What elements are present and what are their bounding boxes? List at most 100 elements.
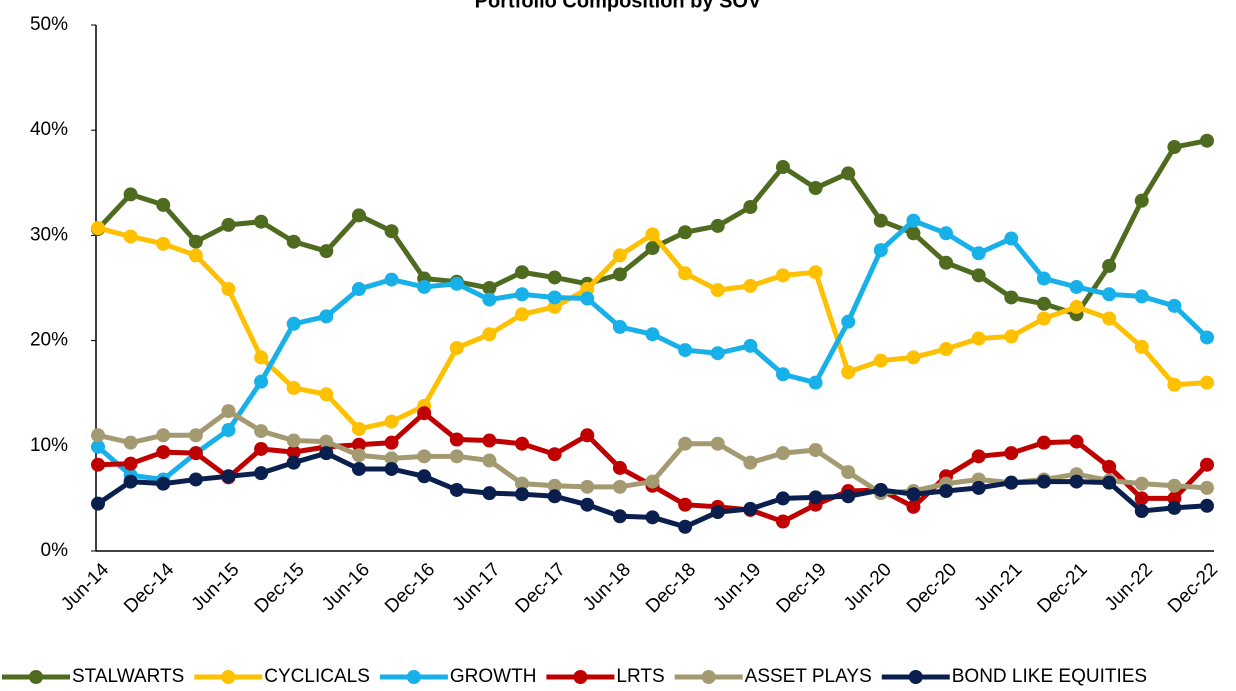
data-point [1036, 435, 1051, 450]
data-point [841, 166, 856, 181]
data-point [286, 455, 301, 470]
data-point [580, 291, 595, 306]
data-point [221, 217, 236, 232]
data-point [1134, 339, 1149, 354]
data-point [449, 432, 464, 447]
data-point [319, 387, 334, 402]
data-point [808, 375, 823, 390]
data-point [319, 309, 334, 324]
chart-title: Portfolio Composition by SOV [475, 0, 762, 12]
data-point [1200, 457, 1214, 472]
data-point [417, 279, 432, 294]
data-point [254, 424, 269, 439]
data-point [1167, 478, 1182, 493]
y-tick-label: 50% [30, 14, 68, 35]
x-tick-label: Jun-19 [709, 559, 765, 615]
data-point [1069, 434, 1084, 449]
legend-marker [701, 670, 716, 684]
data-point [1004, 231, 1019, 246]
data-point [678, 266, 693, 281]
data-point [775, 514, 790, 529]
data-point [1200, 133, 1214, 148]
data-point [286, 316, 301, 331]
data-point [743, 501, 758, 516]
data-point [482, 292, 497, 307]
data-point [156, 445, 171, 460]
data-point [612, 319, 627, 334]
data-point [482, 327, 497, 342]
x-tick-label: Dec-21 [1033, 559, 1091, 617]
data-point [841, 314, 856, 329]
data-point [678, 497, 693, 512]
data-point [743, 199, 758, 214]
data-point [971, 268, 986, 283]
legend-marker [573, 670, 588, 684]
data-point [775, 268, 790, 283]
data-point [1134, 193, 1149, 208]
data-point [1102, 459, 1117, 474]
data-point [939, 484, 954, 499]
data-point [319, 434, 334, 449]
data-point [547, 447, 562, 462]
data-point [841, 465, 856, 480]
data-point [612, 479, 627, 494]
data-point [221, 404, 236, 419]
data-point [710, 283, 725, 298]
data-point [384, 435, 399, 450]
data-point [775, 367, 790, 382]
data-point [384, 451, 399, 466]
data-point [1200, 480, 1214, 495]
data-point [417, 449, 432, 464]
x-tick-label: Dec-16 [381, 559, 439, 617]
x-tick-label: Jun-18 [579, 559, 635, 615]
data-point [971, 246, 986, 261]
data-point [482, 433, 497, 448]
x-tick-label: Jun-16 [318, 559, 374, 615]
data-point [580, 479, 595, 494]
data-point [580, 497, 595, 512]
data-point [91, 496, 105, 511]
data-point [906, 350, 921, 365]
data-point [1167, 377, 1182, 392]
data-point [123, 187, 138, 202]
x-tick-label: Jun-15 [188, 559, 244, 615]
data-point [808, 265, 823, 280]
data-point [580, 428, 595, 443]
data-point [1134, 289, 1149, 304]
data-point [351, 448, 366, 463]
y-tick-label: 20% [30, 330, 68, 351]
data-point [254, 466, 269, 481]
data-point [1004, 446, 1019, 461]
data-point [515, 487, 530, 502]
data-point [449, 340, 464, 355]
x-tick-label: Dec-22 [1164, 559, 1222, 617]
data-point [1069, 279, 1084, 294]
data-point [939, 226, 954, 241]
data-point [156, 476, 171, 491]
legend-label: CYCLICALS [264, 666, 370, 687]
data-point [515, 476, 530, 491]
data-point [906, 213, 921, 228]
data-point [449, 482, 464, 497]
data-point [1036, 296, 1051, 311]
data-point [91, 428, 105, 443]
data-point [743, 455, 758, 470]
data-point [384, 224, 399, 239]
data-point [188, 472, 203, 487]
data-point [91, 439, 105, 454]
data-point [1102, 258, 1117, 273]
data-point [221, 469, 236, 484]
data-point [1134, 504, 1149, 519]
x-tick-label: Dec-19 [773, 559, 831, 617]
data-point [254, 214, 269, 229]
data-point [351, 461, 366, 476]
data-point [710, 436, 725, 451]
y-tick-label: 0% [41, 540, 69, 561]
data-point [1036, 271, 1051, 286]
data-point [612, 248, 627, 263]
data-point [612, 509, 627, 524]
data-point [1102, 311, 1117, 326]
data-point [351, 208, 366, 223]
data-point [775, 446, 790, 461]
